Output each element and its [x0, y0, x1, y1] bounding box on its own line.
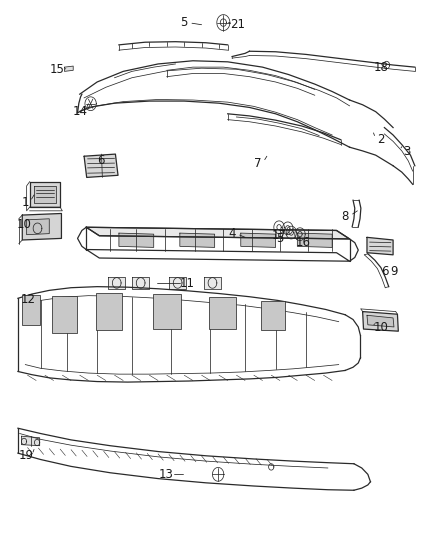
- Bar: [152, 294, 181, 329]
- Polygon shape: [30, 182, 60, 207]
- Text: 10: 10: [374, 321, 389, 334]
- Text: 16: 16: [296, 236, 311, 248]
- Polygon shape: [132, 277, 149, 289]
- Text: 3: 3: [403, 146, 411, 158]
- Polygon shape: [86, 227, 350, 239]
- Polygon shape: [108, 277, 125, 289]
- Bar: [52, 296, 77, 333]
- Bar: [22, 295, 40, 325]
- Text: 12: 12: [21, 293, 36, 306]
- Text: 21: 21: [230, 18, 245, 31]
- Polygon shape: [180, 233, 215, 247]
- Text: 6: 6: [97, 154, 104, 167]
- Text: 11: 11: [180, 277, 195, 290]
- Polygon shape: [204, 277, 221, 289]
- Polygon shape: [367, 316, 394, 327]
- Text: 6: 6: [381, 265, 388, 278]
- Text: 19: 19: [19, 449, 34, 462]
- Text: 5: 5: [180, 16, 188, 29]
- Polygon shape: [119, 233, 154, 247]
- Polygon shape: [241, 233, 276, 247]
- Text: 10: 10: [17, 217, 32, 231]
- Text: 5: 5: [276, 232, 284, 245]
- Text: 1: 1: [21, 196, 29, 209]
- Bar: [96, 293, 122, 330]
- Bar: [261, 301, 286, 330]
- Polygon shape: [27, 219, 49, 235]
- Polygon shape: [169, 277, 186, 289]
- Polygon shape: [367, 237, 393, 255]
- Polygon shape: [22, 214, 61, 240]
- Text: 18: 18: [374, 61, 389, 74]
- Polygon shape: [21, 436, 40, 446]
- Polygon shape: [297, 233, 332, 247]
- Text: 17: 17: [272, 229, 286, 242]
- Polygon shape: [64, 66, 73, 71]
- Text: 9: 9: [390, 265, 398, 278]
- Polygon shape: [34, 186, 56, 203]
- Polygon shape: [363, 312, 398, 331]
- Polygon shape: [84, 154, 118, 177]
- Bar: [209, 297, 236, 328]
- Text: 14: 14: [73, 104, 88, 118]
- Text: 2: 2: [377, 133, 385, 146]
- Text: 15: 15: [49, 63, 64, 76]
- Text: 7: 7: [254, 157, 262, 169]
- Text: 8: 8: [342, 209, 349, 223]
- Text: 13: 13: [159, 468, 173, 481]
- Polygon shape: [86, 227, 350, 239]
- Text: 4: 4: [228, 227, 236, 240]
